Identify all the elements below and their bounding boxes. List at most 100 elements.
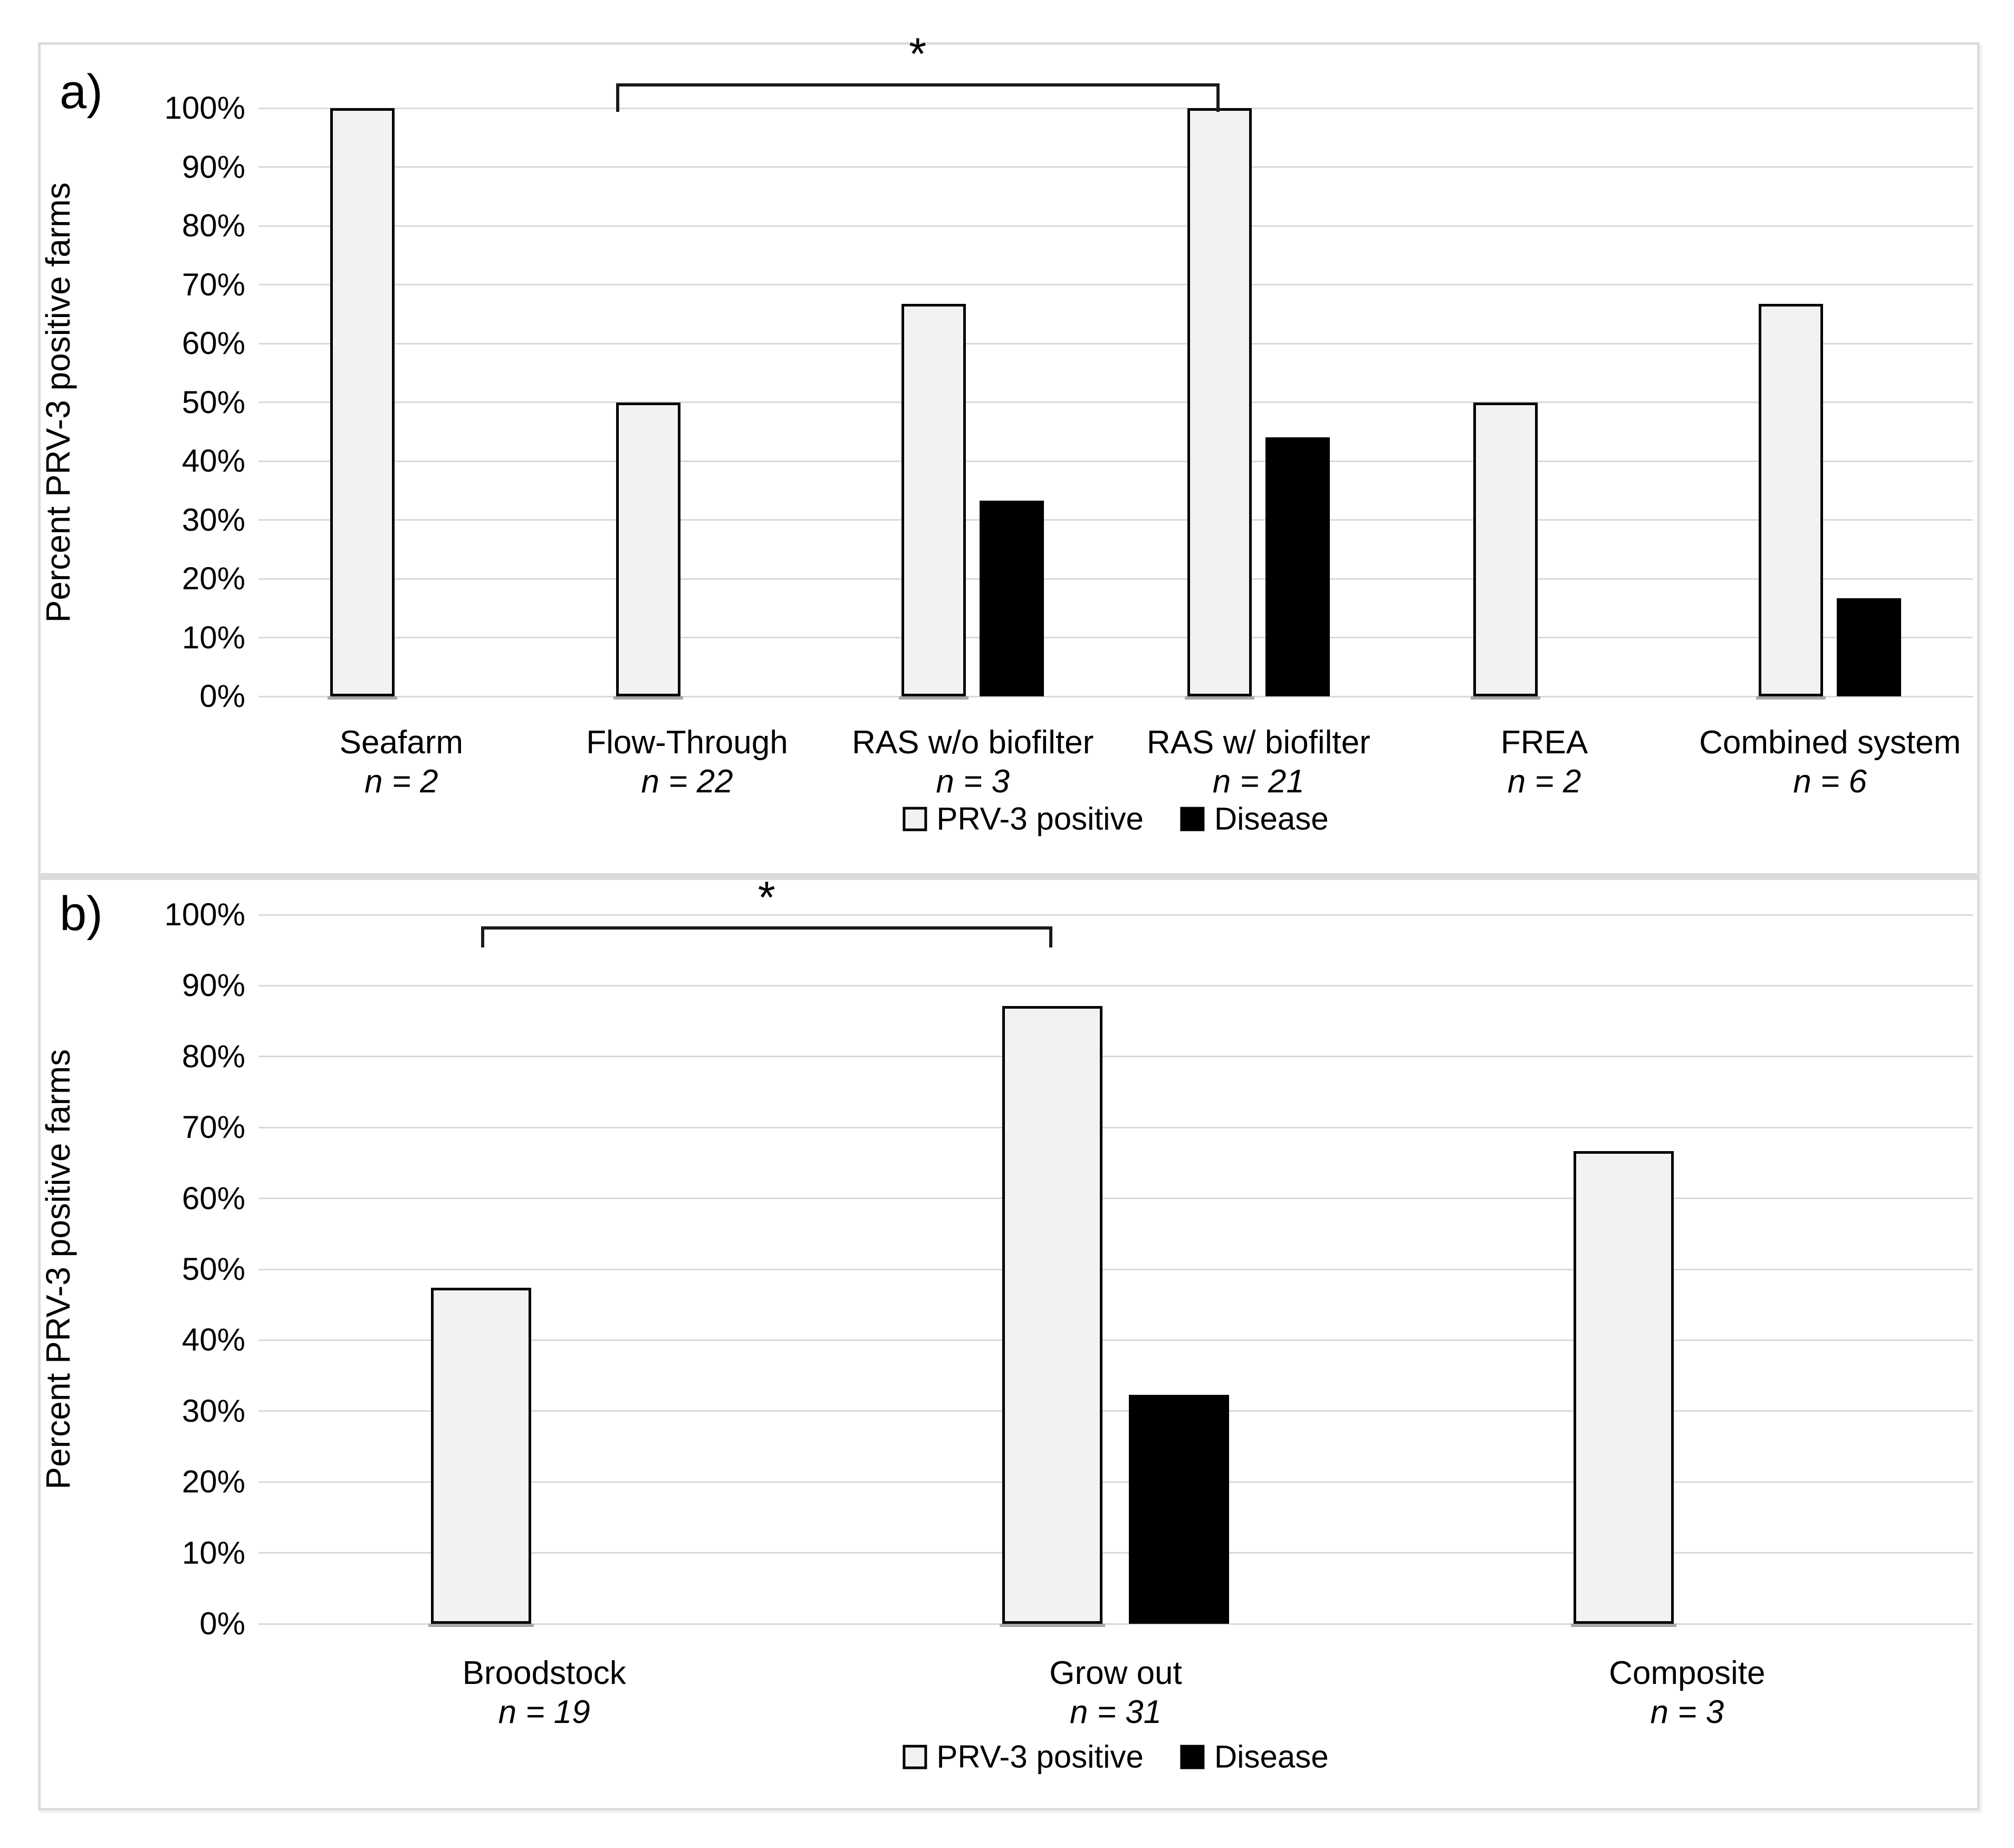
n-count-label-Grow out: n = 31 (1069, 1694, 1162, 1730)
y-tick-label: 70% (181, 266, 245, 302)
gridline-80% (258, 225, 1973, 227)
gridline-50% (258, 401, 1973, 403)
n-count-label-FREA: n = 2 (1507, 763, 1581, 800)
gridline-10% (258, 637, 1973, 638)
bar-shadow (327, 696, 397, 700)
gridline-100% (258, 107, 1973, 109)
significance-bracket (481, 926, 1052, 947)
y-tick-label: 0% (199, 678, 245, 714)
bar-shadow (1470, 696, 1540, 700)
legend-item-disease: Disease (1180, 1739, 1329, 1775)
panel-a-label: a) (60, 65, 103, 119)
y-tick-label: 80% (181, 1038, 245, 1074)
bar-prv3-positive-RAS w/ biofilter (1187, 108, 1252, 696)
gridline-20% (258, 578, 1973, 580)
bar-prv3-positive-Combined system (1759, 304, 1824, 696)
y-tick-label: 20% (181, 1464, 245, 1500)
y-tick-label: 30% (181, 1393, 245, 1429)
legend-label-disease: Disease (1214, 801, 1329, 837)
bar-prv3-positive-Flow-Through (616, 402, 680, 696)
significance-asterisk: * (757, 873, 775, 923)
bar-prv3-positive-Grow out (1002, 1006, 1102, 1624)
bar-shadow (1000, 1624, 1105, 1627)
category-label-RAS w/ biofilter: RAS w/ biofilter (1146, 724, 1370, 761)
y-tick-label: 90% (181, 149, 245, 185)
y-tick-label: 50% (181, 384, 245, 420)
legend-item-prv3: PRV-3 positive (903, 1739, 1144, 1775)
legend: PRV-3 positive Disease (903, 1739, 1329, 1775)
gridline-20% (258, 1481, 1973, 1483)
panel-divider (38, 873, 1977, 880)
bar-shadow (899, 696, 969, 700)
legend-label-prv3: PRV-3 positive (936, 1739, 1144, 1775)
y-tick-label: 40% (181, 1322, 245, 1358)
y-tick-label: 20% (181, 561, 245, 596)
category-label-RAS w/o biofilter: RAS w/o biofilter (852, 724, 1094, 761)
bar-disease-RAS w/ biofilter (1265, 437, 1330, 696)
bar-disease-Combined system (1837, 598, 1902, 696)
gridline-80% (258, 1056, 1973, 1058)
y-tick-label: 10% (181, 1535, 245, 1571)
significance-bracket (616, 83, 1220, 112)
bar-shadow (1184, 696, 1254, 700)
gridline-40% (258, 460, 1973, 462)
y-tick-label: 100% (164, 897, 245, 932)
y-tick-label: 30% (181, 502, 245, 538)
gridline-0% (258, 695, 1973, 697)
gridline-70% (258, 284, 1973, 285)
y-tick-label: 60% (181, 325, 245, 361)
panel-b-label: b) (60, 887, 103, 941)
n-count-label-RAS w/o biofilter: n = 3 (936, 763, 1010, 800)
significance-asterisk: * (909, 29, 927, 80)
bar-disease-Grow out (1129, 1394, 1229, 1624)
gridline-10% (258, 1552, 1973, 1554)
legend-label-disease: Disease (1214, 1739, 1329, 1775)
legend-swatch-disease-icon (1180, 1745, 1205, 1769)
legend-item-disease: Disease (1180, 801, 1329, 837)
legend-swatch-disease-icon (1180, 807, 1205, 831)
gridline-0% (258, 1623, 1973, 1625)
category-label-Composite: Composite (1609, 1655, 1766, 1691)
gridline-70% (258, 1126, 1973, 1128)
category-label-Grow out: Grow out (1049, 1655, 1182, 1691)
gridline-90% (258, 984, 1973, 987)
gridline-60% (258, 1198, 1973, 1200)
category-label-Combined system: Combined system (1699, 724, 1961, 761)
y-tick-label: 0% (199, 1606, 245, 1641)
y-axis-title: Percent PRV-3 positive farms (39, 1049, 77, 1490)
gridline-90% (258, 166, 1973, 168)
n-count-label-RAS w/ biofilter: n = 21 (1212, 763, 1305, 800)
gridline-30% (258, 1410, 1973, 1412)
legend: PRV-3 positive Disease (903, 801, 1329, 837)
category-label-Flow-Through: Flow-Through (586, 724, 788, 761)
legend-swatch-prv3-icon (903, 807, 927, 831)
bar-shadow (613, 696, 683, 700)
bar-shadow (428, 1624, 534, 1627)
y-tick-label: 40% (181, 443, 245, 478)
bar-disease-RAS w/o biofilter (980, 500, 1044, 696)
bar-prv3-positive-Broodstock (430, 1287, 531, 1624)
y-tick-label: 70% (181, 1109, 245, 1145)
gridline-30% (258, 519, 1973, 521)
gridline-100% (258, 914, 1973, 916)
gridline-50% (258, 1268, 1973, 1270)
legend-swatch-prv3-icon (903, 1745, 927, 1769)
bar-prv3-positive-RAS w/o biofilter (901, 304, 966, 696)
bar-prv3-positive-Composite (1574, 1151, 1674, 1624)
category-label-Broodstock: Broodstock (462, 1655, 626, 1691)
n-count-label-Broodstock: n = 19 (498, 1694, 590, 1730)
y-tick-label: 100% (164, 90, 245, 126)
y-tick-label: 80% (181, 208, 245, 243)
n-count-label-Seafarm: n = 2 (365, 763, 438, 800)
y-axis-title: Percent PRV-3 positive farms (39, 182, 77, 623)
legend-label-prv3: PRV-3 positive (936, 801, 1144, 837)
gridline-40% (258, 1339, 1973, 1341)
y-tick-label: 50% (181, 1251, 245, 1287)
n-count-label-Flow-Through: n = 22 (641, 763, 733, 800)
bar-shadow (1756, 696, 1826, 700)
y-tick-label: 60% (181, 1180, 245, 1216)
bar-shadow (1571, 1624, 1677, 1627)
gridline-60% (258, 342, 1973, 344)
y-tick-label: 90% (181, 968, 245, 1003)
